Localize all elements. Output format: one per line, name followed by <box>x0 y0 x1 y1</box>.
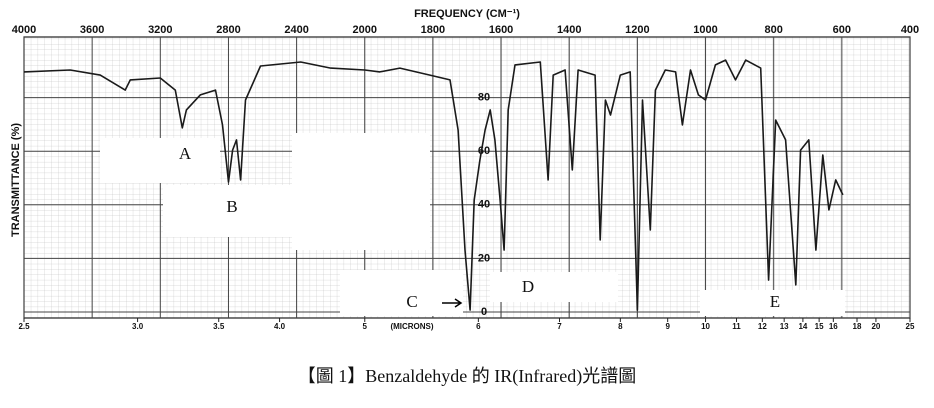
x2-tick-label: 14 <box>798 322 807 331</box>
x-tick-label: 1200 <box>625 24 649 36</box>
x2-tick-label: 8 <box>618 322 623 331</box>
x-tick-label: 2400 <box>284 24 308 36</box>
x2-tick-label: 13 <box>780 322 789 331</box>
x2-tick-label: 16 <box>829 322 838 331</box>
y-tick-label: 40 <box>478 199 490 211</box>
x2-tick-label: 9 <box>665 322 670 331</box>
annotation: E <box>770 292 780 311</box>
x2-tick-label: 25 <box>906 322 915 331</box>
annotation: A <box>179 144 192 163</box>
y-tick-label: 80 <box>478 92 490 104</box>
x-tick-label: 2800 <box>216 24 240 36</box>
x2-tick-label: 11 <box>732 322 741 331</box>
x2-axis-label: (MICRONS) <box>390 322 433 331</box>
x2-tick-label: 15 <box>815 322 824 331</box>
y-tick-label: 60 <box>478 145 490 157</box>
annotation: D <box>522 277 534 296</box>
annotation: C <box>406 292 417 311</box>
x-tick-label: 1600 <box>489 24 513 36</box>
x-tick-label: 400 <box>901 24 919 36</box>
x-tick-label: 1000 <box>693 24 717 36</box>
x2-tick-label: 18 <box>853 322 862 331</box>
y-axis-label: TRANSMITTANCE (%) <box>10 123 22 237</box>
x-tick-label: 1400 <box>557 24 581 36</box>
x2-tick-label: 20 <box>871 322 880 331</box>
x2-tick-label: 12 <box>758 322 767 331</box>
x-tick-label: 3600 <box>80 24 104 36</box>
y-tick-label: 0 <box>481 306 487 318</box>
x-tick-label: 1800 <box>421 24 445 36</box>
y-tick-label: 20 <box>478 252 490 264</box>
x-tick-label: 4000 <box>12 24 36 36</box>
x2-tick-label: 3.5 <box>213 322 225 331</box>
x-tick-label: 2000 <box>353 24 377 36</box>
chart-title: FREQUENCY (CM⁻¹) <box>414 8 520 20</box>
x2-tick-label: 7 <box>557 322 562 331</box>
x2-tick-label: 6 <box>476 322 481 331</box>
x2-tick-label: 3.0 <box>132 322 144 331</box>
x2-tick-label: 4.0 <box>274 322 286 331</box>
x2-tick-label: 5 <box>363 322 368 331</box>
label-boxes <box>100 133 845 316</box>
spectrum-line <box>23 59 844 311</box>
x2-tick-label: 2.5 <box>18 322 30 331</box>
x-tick-label: 800 <box>765 24 783 36</box>
annotation: B <box>226 197 237 216</box>
x2-tick-label: 10 <box>701 322 710 331</box>
caption: 【圖 1】Benzaldehyde 的 IR(Infrared)光譜圖 <box>298 366 636 387</box>
x-tick-label: 600 <box>833 24 851 36</box>
x-tick-label: 3200 <box>148 24 172 36</box>
